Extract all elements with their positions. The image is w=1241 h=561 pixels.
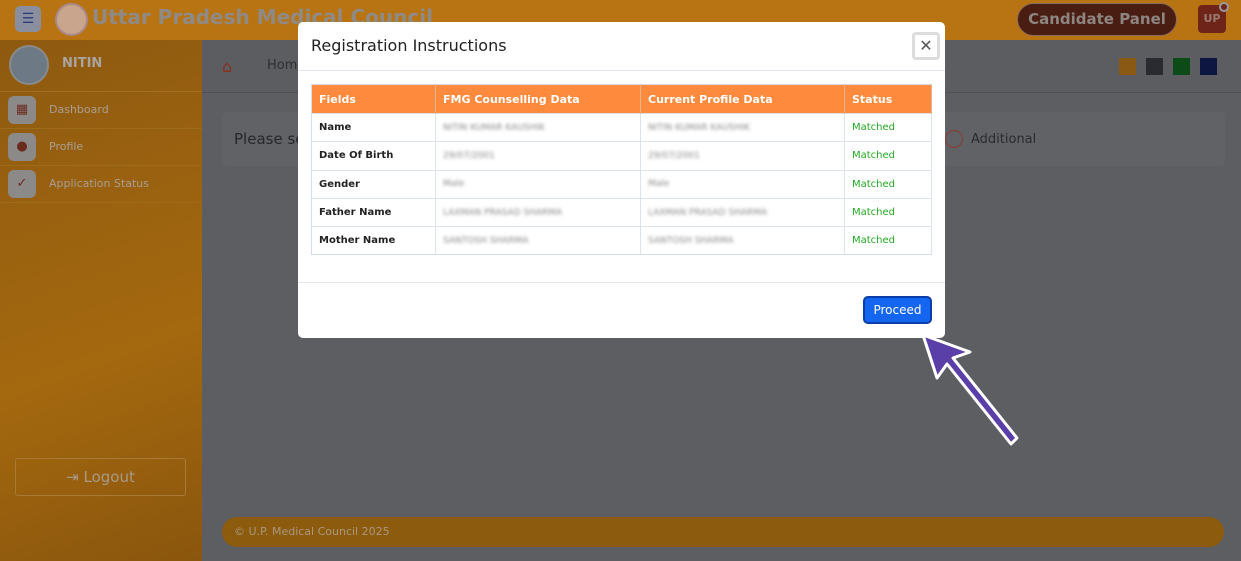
- cell-fmg: SANTOSH SHARMA: [435, 226, 641, 255]
- column-header: Fields: [311, 84, 436, 114]
- breadcrumb-home[interactable]: Home: [267, 58, 306, 73]
- cell-field: Name: [311, 112, 436, 142]
- cell-fmg: 29/07/2001: [435, 141, 641, 171]
- column-header: Current Profile Data: [640, 84, 845, 114]
- theme-swatch-dark[interactable]: [1146, 58, 1163, 75]
- logout-icon: ⇥: [66, 468, 84, 486]
- cell-field: Father Name: [311, 197, 436, 227]
- registration-modal: Registration Instructions ✕ Fields FMG C…: [298, 22, 945, 338]
- home-icon[interactable]: ⌂: [222, 57, 233, 76]
- cell-current: LAXMAN PRASAD SHARMA: [640, 197, 845, 227]
- table-row: Gender Male Male Matched: [311, 169, 932, 199]
- cell-current: 29/07/2001: [640, 141, 845, 171]
- notification-dot-icon: [1219, 2, 1229, 12]
- cell-current: SANTOSH SHARMA: [640, 226, 845, 255]
- cell-status: Matched: [844, 226, 932, 255]
- grid-icon: ▦: [8, 96, 36, 124]
- footer-text: © U.P. Medical Council 2025: [234, 525, 390, 538]
- close-icon[interactable]: ✕: [912, 32, 940, 60]
- theme-swatch-orange[interactable]: [1119, 58, 1136, 75]
- column-header: FMG Counselling Data: [435, 84, 641, 114]
- sidebar-item-dashboard[interactable]: ▦ Dashboard: [0, 92, 202, 129]
- cell-field: Mother Name: [311, 226, 436, 255]
- cell-fmg: Male: [435, 169, 641, 199]
- cell-status: Matched: [844, 112, 932, 142]
- sidebar-item-label: Application Status: [49, 177, 150, 190]
- radio-additional[interactable]: [945, 130, 963, 148]
- menu-toggle-button[interactable]: ☰: [15, 6, 41, 32]
- table-header-row: Fields FMG Counselling Data Current Prof…: [311, 84, 932, 114]
- cell-current: NITIN KUMAR KAUSHIK: [640, 112, 845, 142]
- cell-status: Matched: [844, 141, 932, 171]
- cell-fmg: LAXMAN PRASAD SHARMA: [435, 197, 641, 227]
- logout-label: Logout: [83, 468, 135, 486]
- sidebar-profile: NITIN: [0, 40, 202, 92]
- column-header: Status: [844, 84, 932, 114]
- cell-current: Male: [640, 169, 845, 199]
- comparison-table: Fields FMG Counselling Data Current Prof…: [311, 84, 932, 256]
- check-badge-icon: ✓: [8, 170, 36, 198]
- cell-fmg: NITIN KUMAR KAUSHIK: [435, 112, 641, 142]
- proceed-button[interactable]: Proceed: [863, 296, 932, 324]
- cell-status: Matched: [844, 197, 932, 227]
- table-row: Date Of Birth 29/07/2001 29/07/2001 Matched: [311, 141, 932, 171]
- cell-field: Date Of Birth: [311, 141, 436, 171]
- divider: [298, 282, 945, 283]
- theme-swatch-green[interactable]: [1173, 58, 1190, 75]
- sidebar-item-profile[interactable]: ● Profile: [0, 129, 202, 166]
- sidebar-item-label: Profile: [49, 140, 84, 153]
- theme-swatch-blue[interactable]: [1200, 58, 1217, 75]
- sidebar-item-application-status[interactable]: ✓ Application Status: [0, 166, 202, 203]
- radio-additional-label: Additional: [971, 132, 1037, 147]
- table-row: Name NITIN KUMAR KAUSHIK NITIN KUMAR KAUSH…: [311, 112, 932, 142]
- modal-title: Registration Instructions: [311, 36, 507, 55]
- user-badge[interactable]: UP: [1198, 5, 1226, 33]
- cell-status: Matched: [844, 169, 932, 199]
- sidebar-item-label: Dashboard: [49, 103, 109, 116]
- divider: [298, 70, 945, 71]
- sidebar: NITIN ▦ Dashboard ● Profile ✓ Application S…: [0, 40, 202, 561]
- cell-field: Gender: [311, 169, 436, 199]
- candidate-panel-button[interactable]: Candidate Panel: [1017, 3, 1177, 36]
- annotation-arrow-icon: [921, 333, 1019, 446]
- selection-prompt: Please se: [234, 130, 305, 148]
- user-name: NITIN: [62, 56, 103, 71]
- logout-button[interactable]: ⇥ Logout: [15, 458, 186, 496]
- table-row: Father Name LAXMAN PRASAD SHARMA LAXMAN PR…: [311, 197, 932, 227]
- user-icon: ●: [8, 133, 36, 161]
- table-row: Mother Name SANTOSH SHARMA SANTOSH SHARMA M…: [311, 226, 932, 255]
- footer: [222, 517, 1224, 547]
- avatar: [9, 45, 49, 85]
- council-logo: [55, 3, 88, 36]
